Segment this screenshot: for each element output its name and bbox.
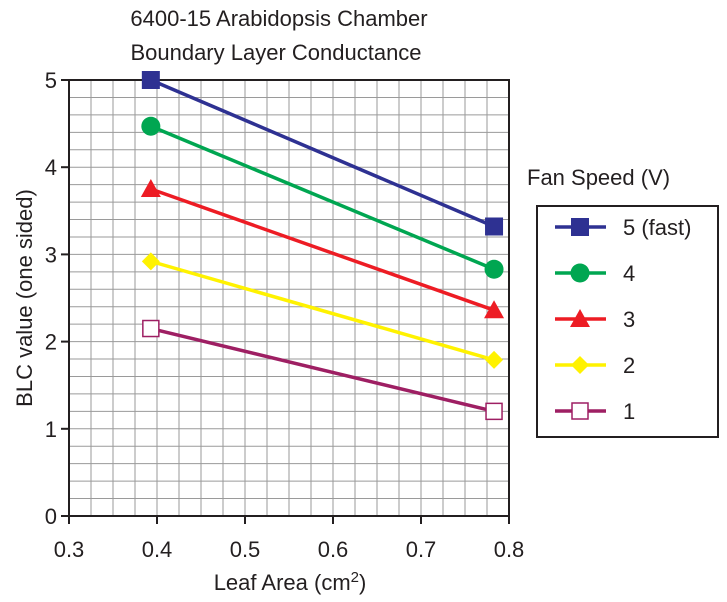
legend-marker — [570, 263, 590, 283]
plot-frame — [68, 79, 510, 517]
data-point-marker — [485, 402, 503, 421]
series-1 — [141, 71, 504, 236]
series-group — [140, 71, 505, 421]
series-2 — [141, 116, 504, 279]
legend-label: 1 — [623, 399, 635, 424]
grid — [69, 80, 509, 516]
legend-box — [536, 205, 719, 438]
legend-item: 2 — [555, 353, 635, 378]
x-tick-label: 0.4 — [142, 537, 173, 562]
series-line — [150, 78, 495, 229]
series-4 — [141, 252, 504, 369]
legend-item: 1 — [555, 399, 635, 424]
legend-item: 4 — [555, 261, 635, 286]
y-axis-label: BLC value (one sided) — [12, 189, 37, 407]
series-line — [150, 187, 495, 312]
x-axis-label: Leaf Area (cm2) — [214, 569, 367, 596]
data-point-marker — [484, 300, 505, 319]
data-point-marker — [485, 217, 504, 236]
y-tick-label: 1 — [45, 417, 57, 442]
x-tick-label: 0.6 — [318, 537, 349, 562]
series-line — [150, 326, 495, 414]
legend-item: 3 — [555, 307, 635, 332]
data-point-marker — [484, 259, 504, 279]
legend-marker — [571, 402, 589, 420]
series-line — [150, 124, 495, 271]
x-tick-label: 0.5 — [230, 537, 261, 562]
data-point-marker — [140, 179, 161, 197]
chart-title-line-1: 6400-15 Arabidopsis Chamber — [130, 6, 427, 31]
legend-label: 5 (fast) — [623, 215, 691, 240]
data-point-marker — [142, 319, 160, 338]
data-point-marker — [485, 350, 504, 369]
legend-label: 3 — [623, 307, 635, 332]
series-line — [150, 259, 495, 362]
series-5 — [142, 319, 503, 421]
y-tick-label: 4 — [45, 155, 57, 180]
x-tick-label: 0.7 — [406, 537, 437, 562]
data-point-marker — [141, 116, 161, 136]
x-tick-label: 0.8 — [494, 537, 525, 562]
data-point-marker — [141, 71, 160, 89]
legend-title: Fan Speed (V) — [527, 165, 670, 190]
legend-marker — [571, 356, 589, 374]
legend-marker — [571, 218, 589, 236]
legend-item: 5 (fast) — [555, 215, 691, 240]
y-tick-label: 2 — [45, 330, 57, 355]
x-tick-label: 0.3 — [54, 537, 85, 562]
axis-ticks: 0.3 0.4 0.5 0.6 0.7 0.8 0 1 2 3 4 5 — [45, 68, 525, 562]
y-tick-label: 3 — [45, 242, 57, 267]
series-3 — [140, 179, 505, 319]
legend-label: 4 — [623, 261, 635, 286]
chart-title-line-2: Boundary Layer Conductance — [130, 40, 421, 65]
legend-label: 2 — [623, 353, 635, 378]
y-tick-label: 5 — [45, 68, 57, 93]
y-tick-label: 0 — [45, 504, 57, 529]
legend-marker — [570, 309, 590, 327]
data-point-marker — [141, 252, 160, 271]
legend: 5 (fast) 4 3 2 1 — [555, 215, 691, 424]
